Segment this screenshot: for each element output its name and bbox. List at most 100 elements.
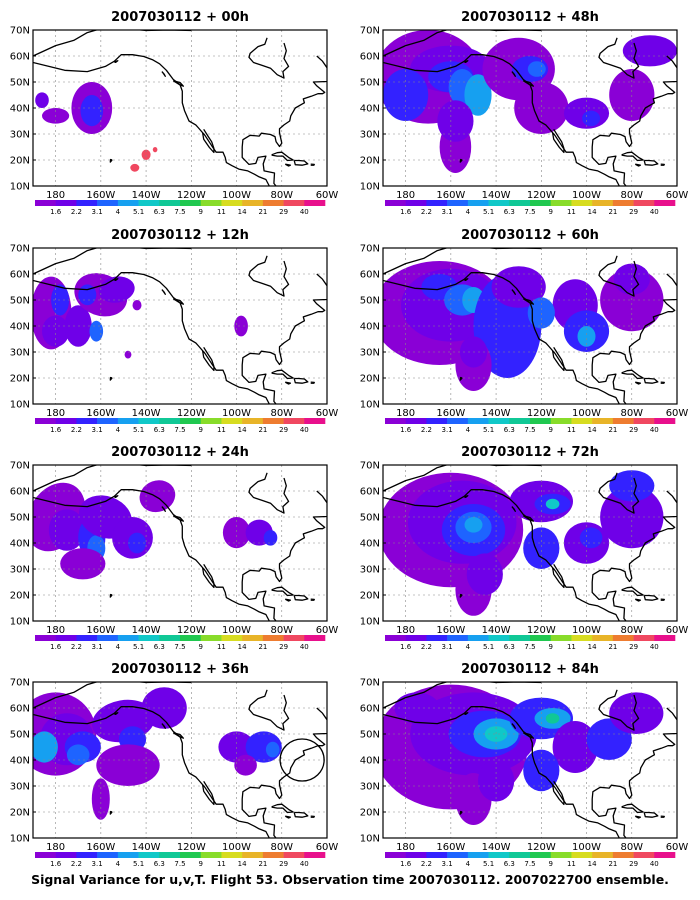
coastline — [383, 682, 677, 838]
lon-tick-label: 120W — [177, 842, 206, 853]
colorbar-label: 1.6 — [50, 426, 62, 434]
colorbar-swatch — [426, 635, 448, 641]
colorbar-label: 3.1 — [92, 208, 103, 216]
lat-tick-label: 10N — [360, 834, 380, 845]
colorbar-label: 6.3 — [154, 426, 165, 434]
colorbar-swatch — [117, 418, 139, 424]
lon-tick-label: 100W — [572, 625, 601, 636]
colorbar-label: 40 — [300, 860, 309, 868]
map-panel: 2007030112 + 72h 10N 20N 30N 40N 50N 60N 70N 180… — [360, 445, 689, 651]
colorbar-label: 1.6 — [400, 208, 412, 216]
colorbar-swatch — [35, 200, 57, 206]
colorbar-swatch — [405, 635, 427, 641]
gridlines — [383, 248, 677, 404]
lat-tick-label: 40N — [360, 322, 380, 333]
colorbar-label: 3.1 — [92, 426, 103, 434]
lon-tick-label: 80W — [270, 408, 293, 419]
lon-tick-label: 120W — [527, 190, 556, 201]
colorbar-label: 4 — [466, 426, 471, 434]
colorbar-label: 6.3 — [154, 643, 165, 651]
lat-tick-label: 40N — [360, 539, 380, 550]
lon-tick-label: 180 — [396, 408, 415, 419]
lat-tick-label: 20N — [360, 156, 380, 167]
colorbar-swatch — [530, 418, 552, 424]
colorbar-swatch — [97, 852, 119, 858]
lat-tick-label: 40N — [10, 104, 30, 115]
field-contour — [35, 92, 49, 108]
lat-tick-label: 10N — [10, 834, 30, 845]
colorbar-swatch — [509, 418, 531, 424]
colorbar-swatch — [138, 418, 160, 424]
colorbar-label: 29 — [279, 860, 288, 868]
colorbar-label: 14 — [588, 426, 597, 434]
colorbar-label: 9 — [548, 426, 552, 434]
colorbar-swatch — [283, 200, 305, 206]
field-contour — [265, 741, 280, 758]
colorbar-swatch — [592, 635, 614, 641]
lat-tick-label: 60N — [360, 704, 380, 715]
colorbar-label: 1.6 — [400, 643, 412, 651]
colorbar-label: 6.3 — [504, 643, 515, 651]
colorbar-label: 11 — [567, 208, 576, 216]
lon-tick-label: 180 — [396, 625, 415, 636]
colorbar-swatch — [488, 200, 510, 206]
colorbar-label: 29 — [629, 208, 638, 216]
gridlines — [383, 30, 677, 186]
lat-tick-label: 30N — [360, 130, 380, 141]
colorbar-swatch — [242, 852, 264, 858]
colorbar-label: 2.2 — [71, 860, 82, 868]
lon-tick-label: 60W — [666, 408, 689, 419]
colorbar-swatch — [221, 852, 243, 858]
colorbar-label: 2.2 — [421, 208, 432, 216]
colorbar-swatch — [97, 635, 119, 641]
colorbar-swatch — [530, 635, 552, 641]
coastline — [33, 30, 327, 186]
colorbar-swatch — [592, 418, 614, 424]
lon-tick-label: 80W — [620, 190, 643, 201]
colorbar-swatch — [592, 852, 614, 858]
lat-tick-label: 10N — [10, 400, 30, 411]
lat-tick-label: 70N — [10, 678, 30, 689]
field-contour — [464, 74, 492, 116]
colorbar-label: 29 — [279, 208, 288, 216]
colorbar-swatch — [612, 418, 634, 424]
lat-tick-label: 60N — [10, 52, 30, 63]
colorbar-label: 5.1 — [483, 860, 494, 868]
lat-tick-label: 70N — [360, 461, 380, 472]
field-contour — [523, 527, 560, 569]
map-panel: 2007030112 + 00h 10N 20N 30N 40N 50N 60N 70N 180… — [10, 10, 339, 216]
colorbar-swatch — [76, 852, 98, 858]
field-contour — [394, 692, 440, 724]
field-contour — [577, 326, 596, 347]
lat-tick-label: 50N — [360, 296, 380, 307]
colorbar-swatch — [612, 200, 634, 206]
colorbar-label: 3.1 — [442, 860, 453, 868]
lon-tick-label: 80W — [620, 408, 643, 419]
lat-tick-label: 40N — [360, 104, 380, 115]
colorbar-swatch — [385, 852, 407, 858]
colorbar-swatch — [654, 635, 676, 641]
colorbar-label: 14 — [238, 426, 247, 434]
colorbar: 1.6 2.2 3.1 4 5.1 6.3 7.5 9 11 14 21 29 40 — [35, 635, 326, 651]
colorbar-swatch — [159, 418, 181, 424]
colorbar-label: 21 — [608, 426, 617, 434]
field-contour — [622, 35, 677, 67]
colorbar-swatch — [592, 200, 614, 206]
colorbar-label: 5.1 — [483, 643, 494, 651]
lon-tick-label: 60W — [316, 625, 339, 636]
field-contour — [124, 350, 132, 359]
colorbar-swatch — [654, 418, 676, 424]
colorbar-label: 21 — [608, 860, 617, 868]
lon-tick-label: 80W — [620, 625, 643, 636]
lon-tick-label: 160W — [436, 408, 465, 419]
colorbar-swatch — [488, 852, 510, 858]
colorbar-swatch — [138, 852, 160, 858]
panel-title: 2007030112 + 72h — [461, 445, 599, 460]
colorbar-swatch — [138, 200, 160, 206]
field-contour — [609, 692, 664, 734]
colorbar-label: 9 — [198, 643, 202, 651]
lon-tick-label: 100W — [572, 842, 601, 853]
field-contour — [464, 517, 483, 533]
colorbar: 1.6 2.2 3.1 4 5.1 6.3 7.5 9 11 14 21 29 40 — [35, 852, 326, 868]
colorbar-swatch — [633, 852, 655, 858]
